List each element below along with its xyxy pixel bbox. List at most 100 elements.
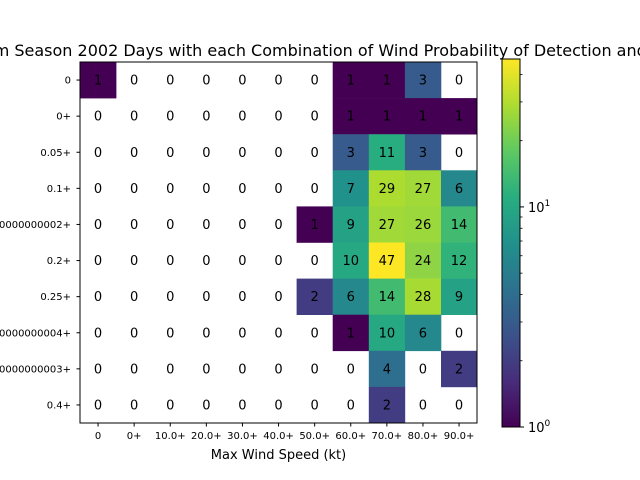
x-axis-label: Max Wind Speed (kt) (211, 448, 346, 463)
cell-value-label: 0 (455, 398, 463, 413)
cell-value-label: 0 (130, 218, 138, 233)
x-tick-label: 60.0+ (335, 431, 366, 442)
cell-value-label: 0 (274, 218, 282, 233)
cell-value-label: 0 (455, 146, 463, 161)
y-tick-label: 0.25+ (40, 292, 71, 303)
x-tick-label: 70.0+ (372, 431, 403, 442)
colorbar: 100101 (502, 59, 551, 436)
cell-value-label: 0 (238, 254, 246, 269)
cell-value-label: 0 (238, 182, 246, 197)
cell-value-label: 26 (415, 218, 432, 233)
cell-value-label: 2 (455, 362, 463, 377)
cell-value-label: 0 (130, 290, 138, 305)
cell-value-label: 7 (347, 182, 355, 197)
cell-value-label: 0 (130, 74, 138, 89)
cell-value-label: 0 (166, 254, 174, 269)
cell-value-label: 0 (94, 146, 102, 161)
x-tick-label: 40.0+ (263, 431, 294, 442)
cell-value-label: 1 (383, 110, 391, 125)
cell-value-label: 0 (238, 362, 246, 377)
x-tick-label: 80.0+ (408, 431, 439, 442)
cell-value-label: 11 (379, 146, 396, 161)
cell-value-label: 0 (166, 74, 174, 89)
y-tick-label: 0.30000000000000004+ (0, 328, 71, 339)
cell-value-label: 0 (311, 362, 319, 377)
cell-value-label: 0 (274, 182, 282, 197)
cell-value-label: 1 (347, 110, 355, 125)
cell-value-label: 1 (311, 218, 319, 233)
cell-value-label: 9 (455, 290, 463, 305)
cell-value-label: 14 (451, 218, 468, 233)
cell-value-label: 0 (311, 254, 319, 269)
cell-value-label: 0 (419, 398, 427, 413)
cell-value-label: 0 (130, 254, 138, 269)
y-tick-label: 0 (65, 76, 71, 87)
cell-value-label: 0 (202, 254, 210, 269)
cell-value-label: 24 (415, 254, 432, 269)
y-tick-label: 0.1+ (47, 184, 71, 195)
cell-value-label: 0 (238, 398, 246, 413)
cell-value-label: 27 (379, 218, 396, 233)
cell-value-label: 0 (455, 74, 463, 89)
cell-value-label: 0 (311, 146, 319, 161)
y-tick-label: 0+ (56, 112, 71, 123)
cell-value-label: 0 (130, 146, 138, 161)
cell-value-label: 0 (274, 290, 282, 305)
x-tick-label: 0+ (127, 431, 142, 442)
cell-value-label: 29 (379, 182, 396, 197)
cell-value-label: 0 (311, 326, 319, 341)
x-tick-label: 50.0+ (299, 431, 330, 442)
cell-value-label: 0 (238, 110, 246, 125)
cell-value-label: 27 (415, 182, 432, 197)
cell-value-label: 0 (94, 326, 102, 341)
cell-value-label: 0 (166, 218, 174, 233)
cell-value-label: 3 (347, 146, 355, 161)
cell-value-label: 0 (202, 398, 210, 413)
cell-value-label: 47 (379, 254, 396, 269)
cell-value-label: 0 (202, 362, 210, 377)
cell-value-label: 0 (238, 146, 246, 161)
cell-value-label: 0 (238, 218, 246, 233)
cell-value-label: 6 (347, 290, 355, 305)
cell-value-label: 0 (202, 146, 210, 161)
y-tick-label: 0.2+ (47, 256, 71, 267)
cell-value-label: 0 (238, 74, 246, 89)
cell-value-label: 6 (455, 182, 463, 197)
cell-value-label: 0 (202, 182, 210, 197)
cell-value-label: 0 (455, 326, 463, 341)
cell-value-label: 14 (379, 290, 396, 305)
cell-value-label: 6 (419, 326, 427, 341)
cell-value-label: 0 (202, 218, 210, 233)
cell-value-label: 0 (94, 290, 102, 305)
cell-value-label: 0 (347, 398, 355, 413)
chart-title: Frequency of Warm Season 2002 Days with … (0, 41, 640, 60)
colorbar-gradient (502, 59, 520, 427)
cell-value-label: 2 (311, 290, 319, 305)
cell-value-label: 0 (274, 74, 282, 89)
cell-value-label: 0 (274, 146, 282, 161)
cell-value-label: 0 (274, 362, 282, 377)
cell-value-label: 0 (130, 398, 138, 413)
cell-value-label: 0 (202, 110, 210, 125)
cell-value-label: 10 (342, 254, 359, 269)
cell-value-label: 0 (166, 182, 174, 197)
cell-value-label: 1 (419, 110, 427, 125)
cell-value-label: 0 (94, 398, 102, 413)
cell-value-label: 0 (94, 218, 102, 233)
colorbar-tick-label: 101 (528, 199, 550, 216)
cell-value-label: 9 (347, 218, 355, 233)
cell-value-label: 3 (419, 146, 427, 161)
cell-value-label: 0 (166, 146, 174, 161)
cell-value-label: 1 (94, 74, 102, 89)
cell-value-label: 0 (130, 110, 138, 125)
heatmap-plot-area: 1 0 0 0 0 0 0 1 1 3 00 0 0 0 0 0 0 1 1 1 10 0 0 0 0 0 0 3 11 3 00 0 0 0 0 0… (0, 62, 477, 442)
cell-value-label: 0 (274, 254, 282, 269)
x-tick-label: 10.0+ (155, 431, 186, 442)
y-tick-label: 0.4+ (47, 400, 71, 411)
cell-value-label: 0 (94, 362, 102, 377)
cell-value-label: 0 (202, 74, 210, 89)
cell-value-label: 0 (419, 362, 427, 377)
cell-value-label: 0 (238, 326, 246, 341)
cell-value-label: 0 (311, 182, 319, 197)
